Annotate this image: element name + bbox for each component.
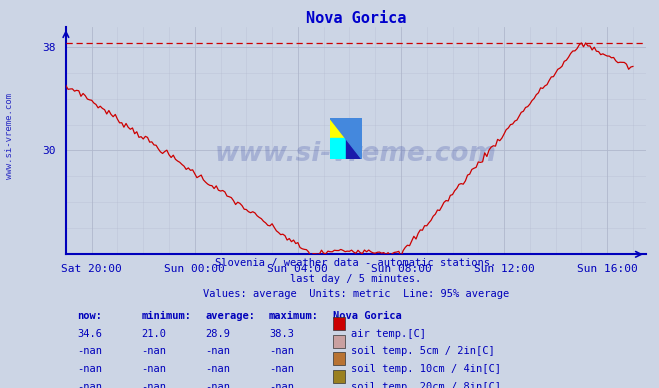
Text: -nan: -nan [78, 364, 103, 374]
Text: -nan: -nan [141, 364, 166, 374]
Text: -nan: -nan [78, 346, 103, 357]
Bar [333, 317, 345, 330]
Text: -nan: -nan [205, 364, 230, 374]
Title: Nova Gorica: Nova Gorica [306, 11, 406, 26]
Text: 34.6: 34.6 [78, 329, 103, 339]
Text: Slovenia / weather data - automatic stations.: Slovenia / weather data - automatic stat… [215, 258, 496, 268]
Text: -nan: -nan [269, 381, 294, 388]
Text: -nan: -nan [205, 346, 230, 357]
Text: -nan: -nan [205, 381, 230, 388]
Text: soil temp. 5cm / 2in[C]: soil temp. 5cm / 2in[C] [351, 346, 495, 357]
Bar [333, 335, 345, 348]
Text: www.si-vreme.com: www.si-vreme.com [215, 141, 497, 167]
Text: -nan: -nan [141, 381, 166, 388]
Text: air temp.[C]: air temp.[C] [351, 329, 426, 339]
Text: minimum:: minimum: [141, 312, 191, 321]
Text: -nan: -nan [269, 346, 294, 357]
Text: now:: now: [78, 312, 103, 321]
Text: Nova Gorica: Nova Gorica [333, 312, 401, 321]
Bar [333, 387, 345, 388]
Text: -nan: -nan [269, 364, 294, 374]
Text: soil temp. 10cm / 4in[C]: soil temp. 10cm / 4in[C] [351, 364, 501, 374]
Bar [333, 370, 345, 383]
Text: maximum:: maximum: [269, 312, 319, 321]
Text: average:: average: [205, 312, 255, 321]
Bar [333, 352, 345, 365]
Text: -nan: -nan [141, 346, 166, 357]
Text: 38.3: 38.3 [269, 329, 294, 339]
Text: www.si-vreme.com: www.si-vreme.com [5, 93, 14, 179]
Text: -nan: -nan [78, 381, 103, 388]
Text: last day / 5 minutes.: last day / 5 minutes. [290, 274, 422, 284]
Text: soil temp. 20cm / 8in[C]: soil temp. 20cm / 8in[C] [351, 381, 501, 388]
Text: 28.9: 28.9 [205, 329, 230, 339]
Text: 21.0: 21.0 [141, 329, 166, 339]
Text: Values: average  Units: metric  Line: 95% average: Values: average Units: metric Line: 95% … [203, 289, 509, 300]
